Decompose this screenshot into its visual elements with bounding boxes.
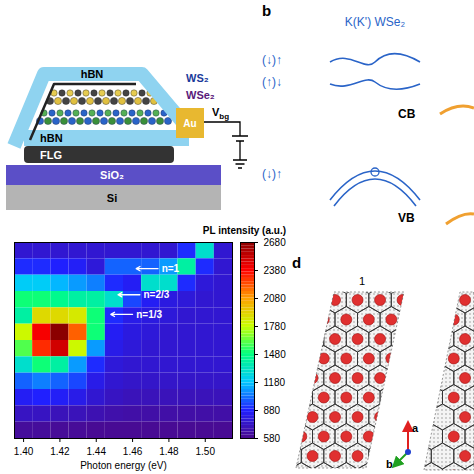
svg-text:Vbg: Vbg [212,106,229,121]
svg-text:1780: 1780 [264,321,287,332]
svg-text:Au: Au [183,118,196,129]
svg-text:WSe₂: WSe₂ [186,89,215,101]
svg-text:1.48: 1.48 [159,446,179,457]
svg-text:1.46: 1.46 [123,446,143,457]
svg-text:1.42: 1.42 [50,446,70,457]
svg-text:n=2/3: n=2/3 [143,289,169,300]
svg-text:580: 580 [264,433,281,444]
svg-text:b: b [262,2,271,19]
svg-text:2080: 2080 [264,293,287,304]
svg-text:a: a [412,422,419,434]
svg-text:hBN: hBN [40,132,63,144]
svg-text:CB: CB [398,107,416,121]
svg-text:SiO₂: SiO₂ [100,169,124,181]
svg-text:1: 1 [359,275,365,287]
html-text:PL intensity (a.u.): PL intensity (a.u.) [202,225,286,236]
svg-text:1.50: 1.50 [196,446,216,457]
svg-text:2380: 2380 [264,265,287,276]
svg-text:Si: Si [107,192,117,204]
svg-text:n=1: n=1 [162,263,180,274]
svg-text:K(K') WSe₂: K(K') WSe₂ [345,15,406,29]
svg-text:(↓)↑: (↓)↑ [262,167,282,181]
svg-text:1480: 1480 [264,349,287,360]
svg-text:b: b [386,458,393,470]
svg-text:hBN: hBN [81,68,104,80]
svg-text:d: d [292,254,301,271]
svg-text:n=1/3: n=1/3 [136,309,162,320]
svg-text:FLG: FLG [40,149,62,161]
svg-text:WS₂: WS₂ [186,72,209,84]
svg-text:(↑)↓: (↑)↓ [262,75,282,89]
svg-text:Photon energy (eV): Photon energy (eV) [80,460,167,471]
svg-text:1180: 1180 [264,377,286,388]
svg-text:1.44: 1.44 [87,446,107,457]
svg-text:2680: 2680 [264,237,287,248]
svg-text:880: 880 [264,405,281,416]
svg-text:(↓)↑: (↓)↑ [262,53,282,67]
svg-text:VB: VB [398,211,415,225]
svg-text:1.40: 1.40 [14,446,34,457]
